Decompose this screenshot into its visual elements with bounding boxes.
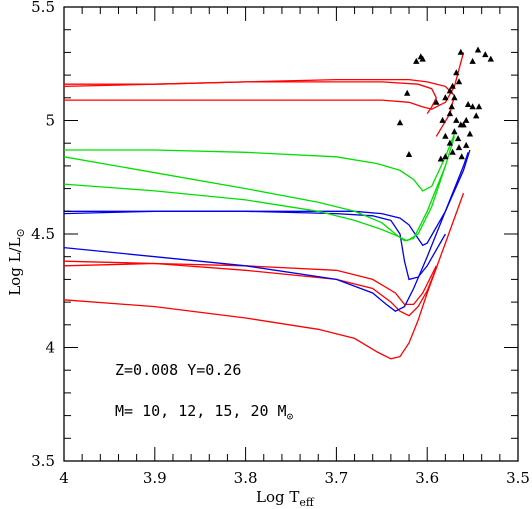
axis-tick-labels: 4 3.9 3.8 3.7 3.6 3.53.544.555.5 bbox=[31, 0, 530, 487]
y-tick-label-4: 5.5 bbox=[31, 0, 55, 16]
star-point-30 bbox=[454, 135, 462, 142]
y-tick-label-2: 4.5 bbox=[31, 225, 55, 243]
star-point-36 bbox=[437, 155, 444, 162]
track-red-0 bbox=[63, 192, 465, 360]
star-point-20 bbox=[446, 110, 454, 117]
y-axis-label-main: Log L/L bbox=[6, 237, 24, 295]
y-axis-label-sub: ⊙ bbox=[14, 228, 27, 237]
star-point-39 bbox=[466, 130, 474, 137]
star-point-11 bbox=[455, 78, 463, 85]
track-red-10 bbox=[63, 78, 456, 137]
star-point-12 bbox=[453, 69, 460, 76]
star-point-17 bbox=[448, 103, 455, 110]
plot-frame bbox=[63, 6, 519, 462]
track-red-1 bbox=[63, 260, 437, 317]
star-point-4 bbox=[396, 119, 404, 126]
y-tick-label-1: 4 bbox=[45, 339, 55, 357]
star-point-19 bbox=[439, 116, 446, 123]
x-tick-label-1: 3.9 bbox=[143, 469, 167, 487]
star-point-33 bbox=[455, 144, 463, 151]
star-point-37 bbox=[458, 153, 465, 160]
star-point-29 bbox=[442, 132, 449, 139]
star-point-9 bbox=[469, 57, 476, 64]
track-red-9 bbox=[64, 81, 438, 115]
star-point-5 bbox=[405, 151, 413, 157]
star-point-21 bbox=[453, 116, 460, 123]
composition-annotation: Z=0.008 Y=0.26 bbox=[115, 361, 241, 379]
star-point-34 bbox=[449, 148, 456, 155]
star-point-31 bbox=[446, 139, 454, 146]
star-point-26 bbox=[464, 101, 472, 107]
x-axis-label-sub: eff bbox=[299, 496, 315, 509]
star-point-6 bbox=[457, 48, 464, 55]
star-point-38 bbox=[460, 121, 467, 128]
y-tick-label-3: 5 bbox=[45, 112, 55, 130]
star-point-18 bbox=[433, 98, 440, 105]
star-point-25 bbox=[473, 112, 480, 119]
axis-ticks bbox=[63, 6, 519, 462]
star-point-24 bbox=[475, 103, 483, 110]
star-point-15 bbox=[442, 94, 449, 101]
track-blue-4 bbox=[63, 149, 471, 312]
x-tick-label-0: 4 bbox=[59, 469, 69, 487]
star-point-32 bbox=[463, 141, 470, 148]
track-blue-5 bbox=[63, 152, 469, 247]
track-green-8 bbox=[63, 165, 447, 242]
x-tick-label-4: 3.6 bbox=[415, 469, 439, 487]
x-axis-label: Log Teff bbox=[256, 488, 315, 509]
mass-annotation-sub: ⊙ bbox=[287, 410, 294, 423]
star-point-16 bbox=[451, 94, 458, 101]
star-point-23 bbox=[469, 103, 476, 110]
track-red-2 bbox=[63, 262, 437, 306]
evolutionary-tracks bbox=[63, 52, 471, 360]
track-blue-3 bbox=[64, 210, 446, 281]
star-point-0 bbox=[413, 57, 420, 64]
x-tick-label-3: 3.7 bbox=[324, 469, 348, 487]
star-point-2 bbox=[419, 55, 426, 62]
y-tick-label-0: 3.5 bbox=[31, 452, 55, 470]
mass-annotation: M= 10, 12, 15, 20 M⊙ bbox=[115, 402, 293, 423]
star-point-3 bbox=[404, 89, 411, 96]
x-axis-label-main: Log T bbox=[256, 488, 299, 506]
star-point-28 bbox=[451, 128, 458, 135]
track-green-7 bbox=[63, 136, 456, 242]
star-point-22 bbox=[463, 116, 470, 123]
star-point-8 bbox=[482, 51, 489, 58]
track-red-11 bbox=[64, 52, 465, 110]
x-tick-label-5: 3.5 bbox=[506, 469, 530, 487]
y-axis-label: Log L/L⊙ bbox=[6, 228, 27, 296]
star-point-35 bbox=[442, 153, 449, 160]
mass-annotation-main: M= 10, 12, 15, 20 M bbox=[115, 402, 287, 420]
track-green-6 bbox=[64, 133, 456, 192]
star-point-13 bbox=[449, 82, 456, 89]
x-tick-label-2: 3.8 bbox=[234, 469, 258, 487]
star-point-14 bbox=[446, 87, 454, 94]
observed-stars bbox=[396, 46, 494, 162]
star-point-10 bbox=[487, 55, 494, 62]
star-point-7 bbox=[474, 46, 482, 53]
